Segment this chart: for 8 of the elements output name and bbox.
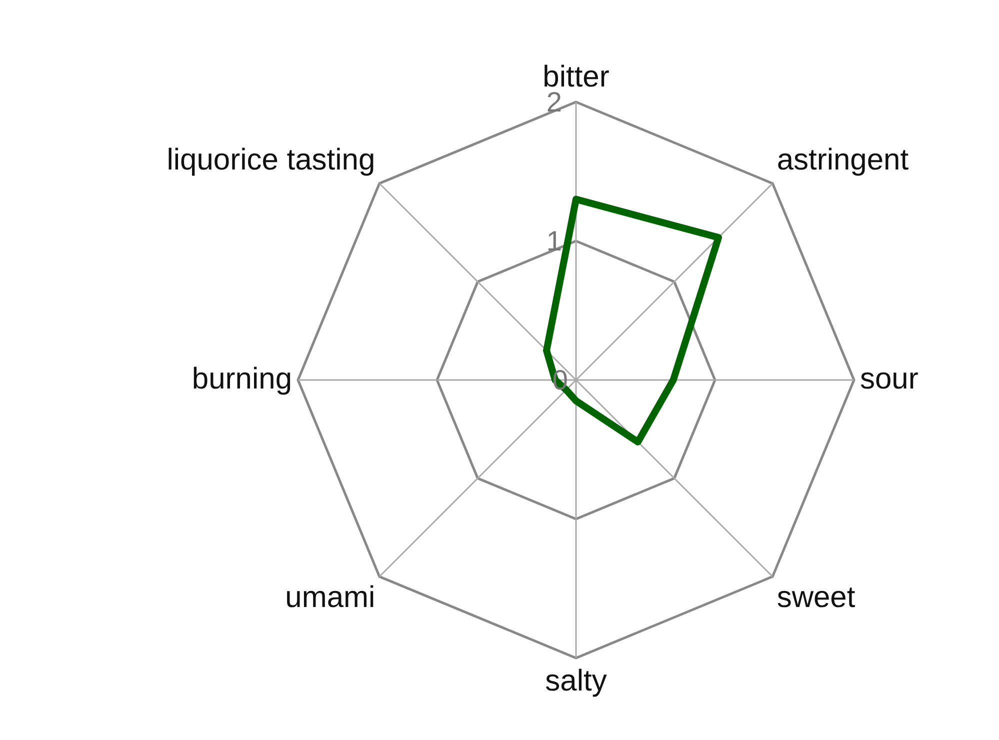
spoke-label: astringent — [776, 143, 910, 176]
spoke-label: umami — [285, 581, 376, 614]
y-tick-label: 1 — [546, 226, 562, 257]
spoke-label: burning — [192, 362, 292, 396]
spoke-label: liquorice tasting — [166, 143, 376, 176]
spoke-label: sweet — [776, 581, 856, 614]
spoke-label: sour — [860, 362, 918, 396]
spoke-label: salty — [545, 664, 607, 698]
